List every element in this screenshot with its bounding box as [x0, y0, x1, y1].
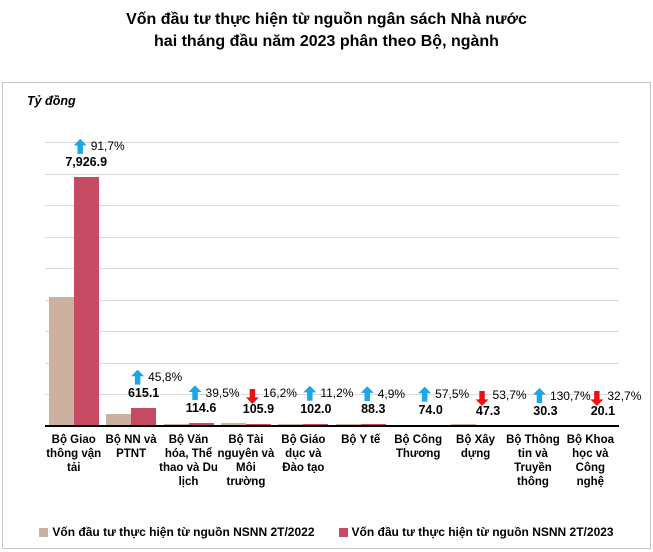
gridline	[45, 205, 619, 207]
value-label: 47.3	[475, 403, 501, 418]
legend-item-2023: Vốn đầu tư thực hiện từ nguồn NSNN 2T/20…	[338, 525, 614, 539]
value-label: 105.9	[242, 401, 275, 416]
gridline	[45, 268, 619, 270]
chart-title: Vốn đầu tư thực hiện từ nguồn ngân sách …	[0, 9, 653, 53]
value-label: 114.6	[185, 401, 217, 416]
plot-area: 91,7% 7,926.9 Bộ Giao thông vận tải 45,8…	[45, 138, 641, 488]
pct-change-row: 57,5%	[418, 386, 470, 402]
value-label: 615.1	[127, 385, 160, 400]
chart-title-line2: hai tháng đầu năm 2023 phân theo Bộ, ngà…	[154, 33, 499, 50]
x-axis-tick-label: Bộ Thông tin và Truyền thông	[506, 434, 560, 488]
up-arrow-icon	[73, 138, 87, 154]
y-axis-unit-label: Tỷ đồng	[27, 94, 76, 108]
x-axis-tick-label: Bộ Văn hóa, Thể thao và Du lịch	[159, 434, 218, 488]
chart-title-line1: Vốn đầu tư thực hiện từ nguồn ngân sách …	[126, 11, 527, 28]
pct-change-row: 11,2%	[303, 385, 354, 401]
category-group: 53,7% 47.3 Bộ Xây dựng	[447, 143, 527, 460]
pct-change-row: 53,7%	[476, 388, 527, 403]
x-axis-tick-label: Bộ Y tế	[341, 434, 381, 446]
gridline	[45, 236, 619, 238]
pct-change-label: 11,2%	[320, 386, 354, 401]
pct-change-row: 45,8%	[131, 369, 183, 385]
category-group: 91,7% 7,926.9 Bộ Giao thông vận tải	[45, 138, 125, 474]
pct-change-row: 91,7%	[73, 138, 125, 154]
up-arrow-icon	[303, 385, 317, 401]
x-axis-tick-label: Bộ Giáo dục và Đào tạo	[281, 434, 326, 474]
pct-change-label: 39,5%	[205, 385, 240, 400]
category-row: 91,7% 7,926.9 Bộ Giao thông vận tải 45,8…	[45, 138, 641, 488]
pct-change-row: 39,5%	[188, 385, 240, 401]
x-axis-tick-label: Bộ Giao thông vận tải	[46, 434, 102, 474]
pct-change-label: 130,7%	[549, 388, 591, 403]
pct-change-label: 16,2%	[262, 386, 297, 401]
bar-nsnn-2023	[131, 407, 157, 427]
pct-change-label: 32,7%	[607, 388, 642, 403]
category-group: 16,2% 105.9 Bộ Tài nguyên và Môi trường	[217, 143, 296, 488]
gridline	[45, 142, 619, 143]
pct-change-label: 45,8%	[148, 370, 183, 385]
pct-change-label: 91,7%	[90, 139, 125, 154]
bar-nsnn-2022	[48, 296, 74, 427]
gridline	[45, 362, 619, 364]
value-label: 102.0	[300, 401, 332, 416]
up-arrow-icon	[131, 369, 145, 385]
legend-label: Vốn đầu tư thực hiện từ nguồn NSNN 2T/20…	[52, 525, 315, 539]
value-label: 88.3	[361, 402, 386, 417]
chart-frame: Tỷ đồng 91,7% 7,926.9 Bộ Giao thông vận …	[2, 82, 651, 549]
bar-nsnn-2022	[106, 413, 132, 427]
legend-label: Vốn đầu tư thực hiện từ nguồn NSNN 2T/20…	[351, 525, 614, 539]
category-group: 4,9% 88.3 Bộ Y tế	[332, 143, 405, 446]
x-axis-tick-label: Bộ Xây dựng	[456, 434, 496, 460]
legend: Vốn đầu tư thực hiện từ nguồn NSNN 2T/20…	[3, 525, 650, 539]
up-arrow-icon	[532, 388, 546, 403]
value-label: 20.1	[590, 404, 616, 418]
value-label: 74.0	[418, 402, 443, 417]
pct-change-row: 4,9%	[360, 386, 406, 402]
gridline	[45, 299, 619, 301]
pct-change-row: 32,7%	[590, 388, 641, 403]
up-arrow-icon	[360, 386, 374, 402]
up-arrow-icon	[418, 386, 432, 402]
category-group: 130,7% 30.3 Bộ Thông tin và Truyền thông	[504, 143, 591, 488]
category-group: 32,7% 20.1 Bộ Khoa học và Công nghệ	[562, 143, 641, 488]
gridline	[45, 173, 619, 175]
pct-change-label: 53,7%	[492, 388, 527, 403]
gridline	[45, 394, 619, 396]
pct-change-label: 57,5%	[435, 387, 470, 402]
legend-item-2022: Vốn đầu tư thực hiện từ nguồn NSNN 2T/20…	[39, 525, 315, 539]
category-group: 45,8% 615.1 Bộ NN và PTNT	[102, 143, 182, 460]
category-group: 57,5% 74.0 Bộ Công Thương	[389, 143, 469, 460]
x-axis-tick-label: Bộ Tài nguyên và Môi trường	[217, 434, 275, 488]
value-label: 30.3	[533, 404, 558, 418]
gridline	[45, 331, 619, 333]
category-group: 39,5% 114.6 Bộ Văn hóa, Thể thao và Du l…	[159, 143, 240, 488]
x-axis-tick-label: Bộ Khoa học và Công nghệ	[566, 434, 614, 488]
pct-change-row: 130,7%	[532, 388, 591, 403]
up-arrow-icon	[188, 385, 202, 401]
pct-change-label: 4,9%	[377, 386, 406, 401]
category-group: 11,2% 102.0 Bộ Giáo dục và Đào tạo	[275, 143, 353, 474]
legend-swatch	[39, 527, 49, 537]
pct-change-row: 16,2%	[246, 386, 297, 401]
bar-nsnn-2023	[73, 176, 99, 427]
x-axis-line	[45, 425, 619, 427]
x-axis-tick-label: Bộ NN và PTNT	[105, 434, 157, 460]
x-axis-tick-label: Bộ Công Thương	[394, 434, 443, 460]
legend-swatch	[338, 527, 348, 537]
value-label: 7,926.9	[65, 154, 108, 169]
